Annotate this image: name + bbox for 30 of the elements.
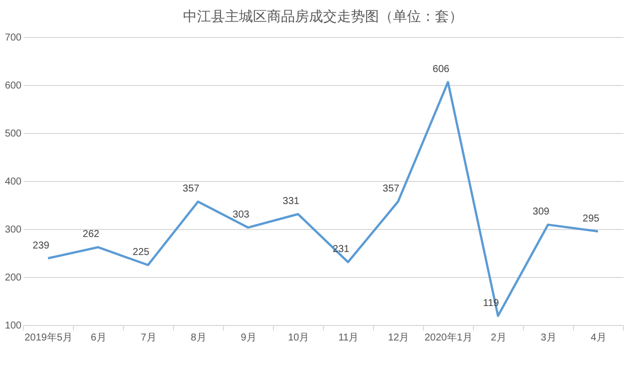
y-tick-label: 400 [4, 176, 22, 188]
data-label: 262 [82, 229, 100, 240]
y-tick-label: 700 [4, 32, 22, 44]
x-tick-label: 8月 [190, 332, 206, 344]
data-label: 357 [182, 184, 200, 195]
data-label: 309 [532, 206, 550, 218]
x-tick-label: 9月 [240, 332, 256, 344]
chart-title: 中江县主城区商品房成交走势图（单位：套） [183, 8, 463, 24]
x-tick-label: 2019年5月 [24, 332, 72, 344]
x-tick-label: 7月 [140, 332, 156, 344]
data-label: 303 [232, 210, 250, 221]
y-tick-label: 500 [4, 128, 22, 140]
x-tick-label: 3月 [540, 332, 556, 344]
data-label: 357 [382, 184, 400, 195]
data-label: 331 [282, 196, 300, 208]
x-tick-label: 11月 [338, 332, 359, 344]
y-tick-label: 300 [4, 224, 22, 236]
x-tick-label: 12月 [388, 332, 410, 344]
data-label: 606 [432, 64, 450, 76]
data-label: 239 [32, 240, 50, 252]
data-label: 295 [582, 213, 600, 224]
x-tick-label: 2月 [490, 332, 506, 344]
x-tick-label: 2020年1月 [424, 332, 472, 344]
y-tick-label: 200 [4, 272, 22, 284]
data-label: 225 [132, 247, 150, 258]
x-tick-label: 10月 [288, 332, 310, 344]
x-tick-label: 4月 [590, 332, 606, 344]
y-tick-label: 100 [4, 320, 22, 332]
y-tick-label: 600 [4, 80, 22, 92]
x-tick-label: 6月 [90, 332, 106, 344]
